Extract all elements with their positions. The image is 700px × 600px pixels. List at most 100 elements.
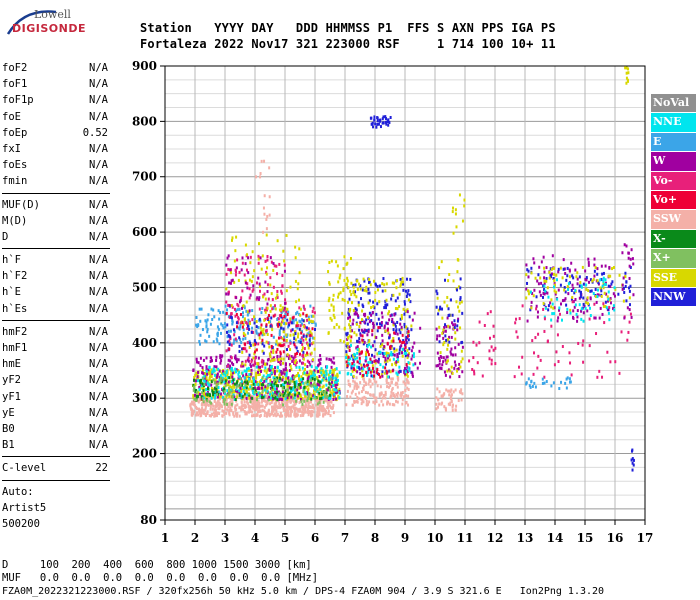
echo-point — [271, 412, 274, 416]
echo-point — [365, 350, 368, 354]
echo-point — [295, 380, 298, 384]
echo-point — [283, 263, 286, 267]
echo-point — [283, 301, 286, 305]
echo-point — [285, 310, 288, 314]
echo-point — [604, 304, 607, 308]
echo-point — [307, 346, 310, 350]
echo-point — [629, 265, 632, 269]
echo-point — [488, 357, 491, 361]
echo-point — [407, 403, 410, 407]
echo-point — [289, 339, 292, 343]
echo-point — [250, 387, 253, 391]
echo-point — [241, 362, 244, 366]
echo-point — [585, 287, 588, 291]
echo-point — [339, 273, 342, 277]
echo-point — [593, 269, 596, 273]
echo-point — [320, 396, 323, 400]
echo-point — [373, 306, 376, 310]
echo-point — [262, 395, 265, 399]
echo-point — [374, 361, 377, 365]
echo-point — [239, 299, 242, 303]
echo-point — [404, 350, 407, 354]
echo-point — [238, 370, 241, 374]
echo-point — [390, 394, 393, 398]
echo-point — [376, 368, 379, 372]
echo-point — [269, 355, 272, 359]
echo-point — [515, 317, 518, 321]
echo-point — [454, 212, 457, 216]
echo-point — [259, 369, 262, 373]
echo-point — [232, 393, 235, 397]
echo-point — [285, 404, 288, 408]
echo-point — [311, 370, 314, 374]
echo-point — [541, 377, 544, 381]
echo-point — [203, 403, 206, 407]
echo-point — [349, 326, 352, 330]
echo-point — [338, 391, 341, 395]
echo-point — [438, 362, 441, 366]
echo-point — [388, 333, 391, 337]
echo-point — [438, 359, 441, 363]
echo-point — [273, 264, 276, 268]
echo-point — [250, 279, 253, 283]
echo-point — [211, 318, 214, 322]
echo-point — [408, 369, 411, 373]
echo-point — [213, 365, 216, 369]
echo-point — [195, 371, 198, 375]
echo-point — [240, 405, 243, 409]
echo-point — [247, 256, 250, 260]
echo-point — [272, 268, 275, 272]
echo-point — [374, 122, 377, 126]
echo-point — [294, 256, 297, 260]
echo-point — [281, 337, 284, 341]
echo-point — [488, 349, 491, 353]
echo-point — [272, 409, 275, 413]
echo-point — [277, 317, 280, 321]
echo-point — [234, 270, 237, 274]
echo-point — [263, 379, 266, 383]
echo-point — [375, 336, 378, 340]
echo-point — [311, 403, 314, 407]
echo-point — [367, 301, 370, 305]
echo-point — [264, 362, 267, 366]
echo-point — [308, 397, 311, 401]
echo-point — [229, 271, 232, 275]
echo-point — [329, 369, 332, 373]
echo-point — [304, 401, 307, 405]
echo-point — [569, 308, 572, 312]
echo-point — [238, 349, 241, 353]
echo-point — [570, 261, 573, 265]
echo-point — [228, 339, 231, 343]
echo-point — [238, 270, 241, 274]
echo-point — [294, 345, 297, 349]
echo-point — [262, 230, 265, 234]
echo-point — [272, 306, 275, 310]
echo-point — [291, 319, 294, 323]
echo-point — [225, 393, 228, 397]
echo-point — [418, 349, 421, 353]
echo-point — [279, 352, 282, 356]
echo-point — [278, 343, 281, 347]
echo-point — [533, 351, 536, 355]
echo-point — [283, 335, 286, 339]
echo-point — [386, 120, 389, 124]
echo-point — [299, 378, 302, 382]
echo-point — [239, 377, 242, 381]
echo-point — [290, 386, 293, 390]
echo-point — [627, 251, 630, 255]
echo-point — [385, 117, 388, 121]
echo-point — [278, 404, 281, 408]
echo-point — [446, 295, 449, 299]
echo-point — [248, 327, 251, 331]
echo-point — [280, 289, 283, 293]
echo-point — [489, 336, 492, 340]
echo-point — [238, 344, 241, 348]
echo-point — [347, 311, 350, 315]
echo-point — [208, 365, 211, 369]
echo-point — [328, 282, 331, 286]
echo-point — [255, 371, 258, 375]
echo-point — [542, 301, 545, 305]
echo-point — [449, 369, 452, 373]
echo-point — [207, 403, 210, 407]
echo-point — [289, 406, 292, 410]
